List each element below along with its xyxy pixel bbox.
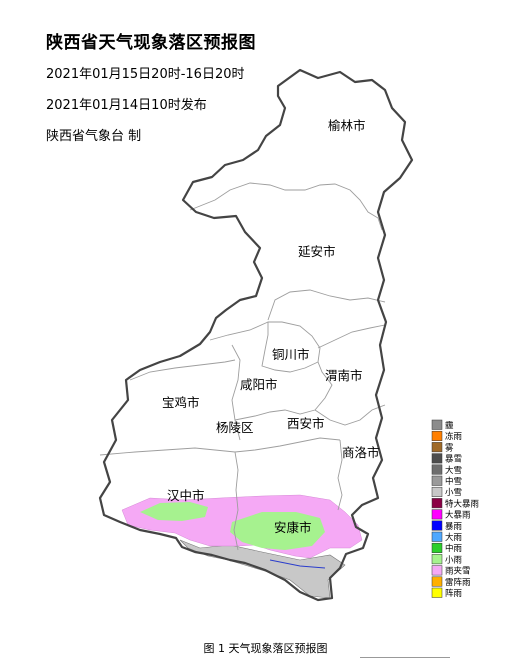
legend-swatch xyxy=(431,520,443,531)
legend-label: 雨夹雪 xyxy=(445,566,471,577)
light-rain-area-west xyxy=(140,502,208,521)
legend-swatch xyxy=(431,576,443,587)
city-label-hanzhong: 汉中市 xyxy=(167,488,205,503)
city-boundaries xyxy=(99,182,386,551)
legend-label: 中雨 xyxy=(445,543,463,554)
city-label-xianyang: 咸阳市 xyxy=(240,377,278,392)
legend-swatch xyxy=(431,453,443,464)
city-label-yangling: 杨陵区 xyxy=(216,420,254,435)
legend-label: 雾 xyxy=(445,443,454,453)
city-label-xian: 西安市 xyxy=(287,416,325,431)
city-label-baoji: 宝鸡市 xyxy=(162,395,200,410)
issue-time: 2021年01月14日10时发布 xyxy=(46,98,207,113)
legend-label: 暴雨 xyxy=(445,522,463,532)
legend-swatch xyxy=(431,419,443,430)
legend-label: 大暴雨 xyxy=(445,510,471,521)
map-header: 陕西省天气现象落区预报图 2021年01月15日20时-16日20时 2021年… xyxy=(46,28,256,156)
blue-line-southern xyxy=(269,559,326,569)
city-label-yulin: 榆林市 xyxy=(328,118,366,133)
city-labels: 榆林市 延安市 铜川市 渭南市 咸阳市 宝鸡市 杨陵区 西安市 商洛市 汉中市 … xyxy=(162,118,380,535)
light-rain-area-east xyxy=(230,512,325,550)
legend-label: 小雨 xyxy=(445,554,463,565)
legend-label: 中雪 xyxy=(445,476,462,487)
city-label-weinan: 渭南市 xyxy=(325,368,363,383)
legend-swatch xyxy=(431,565,443,576)
legend-label: 暴雪 xyxy=(445,455,462,465)
legend-label: 大雪 xyxy=(445,465,462,476)
legend-swatch xyxy=(431,587,443,598)
legend-swatch xyxy=(431,464,443,475)
legend-swatch xyxy=(431,486,443,497)
valid-period: 2021年01月15日20时-16日20时 xyxy=(46,67,245,82)
legend-swatch xyxy=(431,430,443,441)
legend-swatch xyxy=(431,475,443,486)
city-label-ankang: 安康市 xyxy=(274,520,312,535)
map-title: 陕西省天气现象落区预报图 xyxy=(46,33,256,53)
legend-label: 霾 xyxy=(445,421,454,431)
legend-swatch xyxy=(431,509,443,520)
legend-label: 冻雨 xyxy=(445,431,463,442)
bottom-rule xyxy=(360,657,450,658)
legend-swatch xyxy=(431,531,443,542)
legend-swatch xyxy=(431,498,443,509)
legend-label: 阵雨 xyxy=(445,588,463,599)
precipitation-areas xyxy=(121,494,363,599)
figure-caption: 图 1 天气现象落区预报图 xyxy=(203,642,328,655)
city-label-shangluo: 商洛市 xyxy=(342,445,380,460)
legend-label: 特大暴雨 xyxy=(445,498,480,509)
legend-label: 小雪 xyxy=(445,487,462,498)
province-outline xyxy=(98,68,414,602)
legend-swatch xyxy=(431,442,443,453)
issuer: 陕西省气象台 制 xyxy=(46,129,142,144)
city-label-tongchuan: 铜川市 xyxy=(272,347,310,362)
legend-label: 大雨 xyxy=(445,532,463,543)
legend-label: 雷阵雨 xyxy=(445,577,471,588)
legend-swatch xyxy=(431,554,443,565)
city-label-yanan: 延安市 xyxy=(298,244,336,259)
legend-swatch xyxy=(431,542,443,553)
